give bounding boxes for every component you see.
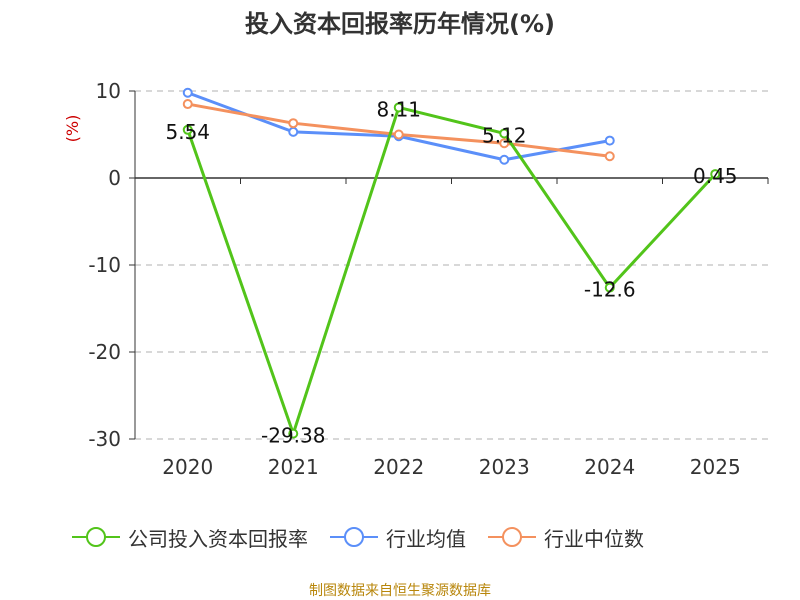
x-tick-label: 2021 <box>268 455 319 479</box>
legend-label-industry-median: 行业中位数 <box>544 526 644 551</box>
source-note: 制图数据来自恒生聚源数据库 <box>309 583 491 599</box>
legend-label-industry-mean: 行业均值 <box>386 526 466 551</box>
data-point <box>393 129 404 140</box>
legend-item-industry-mean[interactable]: 行业均值 <box>328 523 466 552</box>
data-point <box>288 428 299 439</box>
data-point <box>499 128 510 139</box>
data-label: -12.6 <box>584 278 636 302</box>
data-label: -29.38 <box>261 424 325 448</box>
legend: 公司投入资本回报率 行业均值 行业中位数 <box>70 520 750 554</box>
x-tick-label: 2023 <box>479 455 530 479</box>
legend-label-company: 公司投入资本回报率 <box>128 526 308 551</box>
y-tick-label: -20 <box>88 340 121 364</box>
data-point <box>710 169 721 180</box>
y-tick-label: 0 <box>108 166 121 190</box>
y-tick-label: 10 <box>96 79 121 103</box>
data-point <box>182 124 193 135</box>
data-point <box>499 138 510 149</box>
chart-title: 投入资本回报率历年情况(%) <box>245 10 555 38</box>
legend-marker-industry-median <box>488 527 536 547</box>
data-point <box>288 118 299 129</box>
data-label: 8.11 <box>376 97 421 121</box>
data-point <box>288 126 299 137</box>
y-axis-title: (%) <box>63 115 82 143</box>
data-point <box>393 102 404 113</box>
x-tick-label: 2022 <box>373 455 424 479</box>
x-tick-label: 2025 <box>690 455 741 479</box>
data-label: 5.54 <box>165 120 210 144</box>
series-line <box>186 105 717 436</box>
data-point <box>604 151 615 162</box>
data-label: 0.45 <box>693 164 738 188</box>
x-tick-label: 2024 <box>584 455 635 479</box>
data-label: 5.12 <box>482 123 527 147</box>
legend-marker-company <box>72 527 120 547</box>
legend-marker-industry-mean <box>330 527 378 547</box>
data-point <box>604 135 615 146</box>
line-chart: 10 0 -10 -20 -30 (%) 2020 2021 2022 2023 2024 2025 5… <box>63 79 769 479</box>
legend-item-company[interactable]: 公司投入资本回报率 <box>70 523 308 552</box>
data-point <box>182 99 193 110</box>
y-tick-label: -30 <box>88 427 121 451</box>
legend-item-industry-median[interactable]: 行业中位数 <box>486 523 644 552</box>
data-point <box>182 87 193 98</box>
x-tick-label: 2020 <box>162 455 213 479</box>
data-point <box>604 282 615 293</box>
y-tick-label: -10 <box>88 253 121 277</box>
data-point <box>499 154 510 165</box>
